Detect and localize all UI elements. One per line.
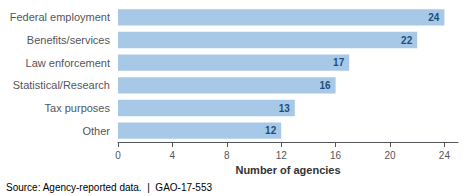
svg-text:12: 12	[276, 150, 288, 161]
svg-text:Other: Other	[82, 125, 110, 137]
svg-text:24: 24	[428, 12, 440, 23]
svg-text:Number of agencies: Number of agencies	[235, 164, 340, 176]
svg-text:22: 22	[401, 35, 413, 46]
svg-text:Statistical/Research: Statistical/Research	[13, 79, 110, 91]
svg-text:16: 16	[319, 80, 331, 91]
svg-text:0: 0	[115, 150, 121, 161]
svg-text:12: 12	[265, 125, 277, 136]
svg-text:13: 13	[279, 103, 291, 114]
svg-text:Tax purposes: Tax purposes	[45, 102, 111, 114]
svg-text:16: 16	[330, 150, 342, 161]
svg-text:20: 20	[384, 150, 396, 161]
svg-text:24: 24	[439, 150, 451, 161]
svg-text:Source: Agency-reported data.: Source: Agency-reported data. | GAO-17-5…	[6, 182, 212, 193]
svg-text:Law enforcement: Law enforcement	[26, 57, 110, 69]
svg-text:8: 8	[224, 150, 230, 161]
svg-text:17: 17	[333, 57, 345, 68]
svg-text:Benefits/services: Benefits/services	[27, 34, 111, 46]
svg-text:Federal employment: Federal employment	[10, 11, 110, 23]
svg-text:4: 4	[170, 150, 176, 161]
